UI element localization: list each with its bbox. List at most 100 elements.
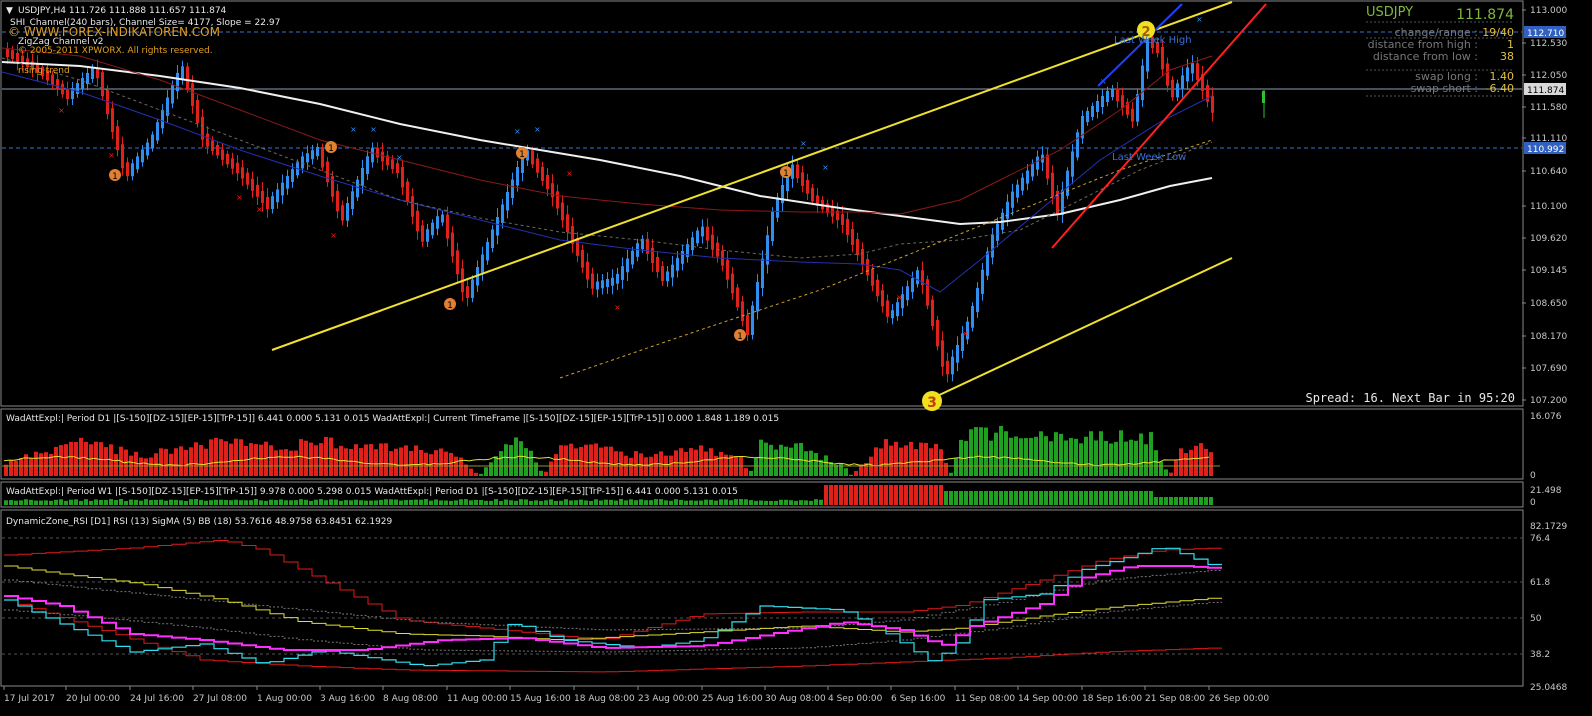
candle-body	[246, 172, 249, 185]
histogram-bar	[114, 499, 118, 505]
histogram-bar	[1069, 491, 1073, 505]
histogram-bar	[249, 500, 253, 505]
histogram-bar	[1199, 443, 1203, 476]
candle-body	[926, 279, 929, 306]
histogram-bar	[244, 500, 248, 505]
histogram-bar	[1124, 491, 1128, 505]
histogram-bar	[69, 499, 73, 505]
histogram-bar	[944, 462, 948, 476]
histogram-bar	[499, 451, 503, 476]
histogram-bar	[139, 457, 143, 476]
histogram-bar	[634, 451, 638, 476]
cross-marker-icon: ×	[896, 293, 903, 302]
candle-body	[661, 266, 664, 282]
candle-body	[1131, 108, 1134, 122]
zigzag-marker-1: 1	[109, 169, 121, 182]
histogram-bar	[724, 454, 728, 476]
rsi-axis-tick: 38.2	[1530, 650, 1550, 660]
histogram-bar	[829, 462, 833, 476]
histogram-bar	[709, 499, 713, 505]
histogram-bar	[1059, 491, 1063, 505]
histogram-bar	[1049, 441, 1053, 476]
histogram-bar	[1064, 491, 1068, 505]
candle-body	[61, 83, 64, 95]
channel-info: SHI_Channel(240 bars), Channel Size= 417…	[10, 18, 280, 28]
histogram-bar	[564, 445, 568, 476]
histogram-bar	[1169, 472, 1173, 476]
candle-body	[316, 147, 319, 157]
histogram-bar	[384, 443, 388, 476]
histogram-bar	[1139, 491, 1143, 505]
histogram-bar	[719, 499, 723, 505]
candle-body	[1151, 37, 1154, 48]
rsi-axis-tick: 76.4	[1530, 534, 1550, 544]
price-axis[interactable]: 113.000 112.530 112.050 111.580 111.110 110.6…	[1522, 6, 1567, 406]
candle-body	[766, 235, 769, 265]
histogram-bar	[704, 451, 708, 476]
indicator1-axis-bottom: 0	[1530, 471, 1536, 481]
histogram-bar	[194, 442, 198, 476]
histogram-bar	[674, 499, 678, 505]
histogram-bar	[239, 439, 243, 476]
histogram-bar	[294, 500, 298, 505]
histogram-bar	[999, 426, 1003, 476]
histogram-bar	[694, 449, 698, 476]
last-week-low-label: Last Week Low	[1112, 152, 1186, 163]
price-axis-label: 112.530	[1530, 39, 1567, 49]
histogram-bar	[284, 500, 288, 505]
histogram-bar	[79, 437, 83, 476]
time-axis[interactable]: 17 Jul 2017 20 Jul 00:00 24 Jul 16:00 27 Ju…	[3, 686, 1269, 704]
histogram-bar	[1129, 491, 1133, 505]
candle-body	[341, 205, 344, 221]
histogram-bar	[1039, 431, 1043, 476]
chart-arrow-icon[interactable]: ▼	[6, 6, 13, 16]
histogram-bar	[719, 451, 723, 476]
histogram-bar	[99, 499, 103, 505]
time-axis-label: 24 Jul 16:00	[130, 694, 184, 704]
time-axis-label: 1 Aug 00:00	[257, 694, 312, 704]
histogram-bar	[559, 445, 563, 476]
histogram-bar	[159, 499, 163, 505]
histogram-bar	[604, 446, 608, 476]
indicator3-pane-frame	[0, 509, 1524, 687]
candle-body	[121, 144, 124, 169]
histogram-bar	[354, 444, 358, 476]
indicator2-title: WadAttExpl:| Period W1 |[S-150][DZ-15][E…	[6, 487, 738, 497]
histogram-bar	[214, 437, 218, 476]
histogram-bar	[879, 485, 883, 505]
blue-band-line	[1, 71, 1213, 293]
histogram-bar	[359, 448, 363, 476]
histogram-bar	[374, 500, 378, 505]
histogram-bar	[769, 500, 773, 505]
candle-body	[1016, 184, 1019, 198]
candle-body	[921, 270, 924, 286]
svg-text:3: 3	[927, 395, 937, 411]
zigzag-marker-1: 1	[780, 166, 792, 179]
candle-body	[516, 167, 519, 186]
histogram-bar	[214, 499, 218, 505]
copyright-text: © 2005-2011 XPWORX. All rights reserved.	[18, 46, 213, 56]
red-band-line	[1, 47, 1213, 215]
svg-text:1: 1	[737, 332, 743, 342]
candle-body	[406, 181, 409, 203]
histogram-bar	[184, 500, 188, 505]
histogram-bar	[584, 500, 588, 505]
indicator1-signal-line	[3, 455, 1210, 467]
histogram-bar	[519, 499, 523, 505]
candle-body	[1211, 95, 1214, 113]
histogram-bar	[709, 448, 713, 476]
candle-body	[936, 320, 939, 347]
histogram-bar	[544, 471, 548, 476]
info-price: 111.874	[1456, 7, 1514, 23]
indicator1-histogram	[4, 426, 1213, 476]
candle-body	[801, 172, 804, 186]
histogram-bar	[89, 500, 93, 505]
price-highlight-high: 112.710	[1524, 26, 1566, 39]
indicator3-title: DynamicZone_RSI [D1] RSI (13) SigMA (5) …	[6, 517, 393, 527]
histogram-bar	[839, 463, 843, 476]
histogram-bar	[644, 457, 648, 476]
histogram-bar	[884, 485, 888, 505]
histogram-bar	[594, 443, 598, 476]
histogram-bar	[469, 500, 473, 505]
